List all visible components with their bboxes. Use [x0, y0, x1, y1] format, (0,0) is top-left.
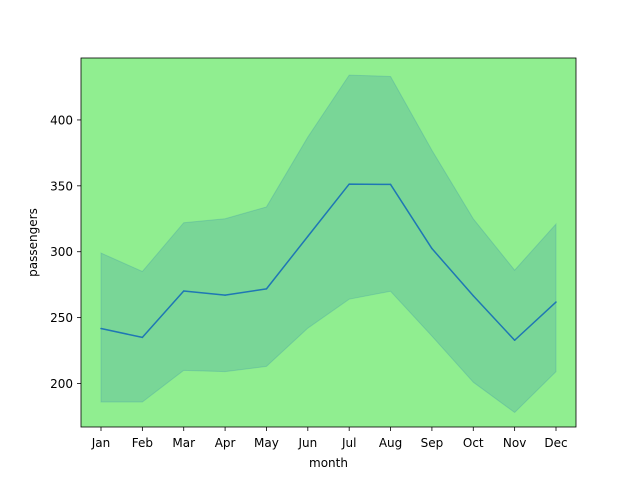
data-point	[265, 288, 268, 290]
data-point	[513, 339, 516, 341]
data-point	[389, 183, 392, 186]
confidence-band-layer	[100, 74, 557, 414]
x-tick-label: Jan	[91, 436, 111, 450]
y-tick-label: 300	[50, 245, 73, 259]
data-point	[431, 247, 433, 250]
series-line	[100, 183, 557, 341]
x-axis: Jan Feb Mar Apr May Jun Jul Aug Sep Oct Nov Dec	[91, 427, 568, 450]
x-tick-label: Feb	[132, 436, 153, 450]
y-tick-label: 350	[50, 179, 73, 193]
x-tick-label: Apr	[215, 436, 236, 450]
y-tick-label: 400	[50, 113, 73, 127]
x-tick-label: Jul	[341, 436, 356, 450]
x-tick-label: Dec	[544, 436, 567, 450]
x-tick-label: Sep	[421, 436, 444, 450]
x-axis-label: month	[309, 456, 348, 470]
data-point	[182, 290, 185, 292]
plot-frame	[80, 57, 577, 428]
data-point	[307, 235, 309, 238]
data-point	[141, 336, 144, 339]
x-tick-label: Nov	[503, 436, 526, 450]
data-point	[100, 327, 102, 330]
y-axis-label: passengers	[26, 208, 40, 277]
data-point	[555, 301, 557, 303]
y-tick-label: 200	[50, 377, 73, 391]
x-tick-label: Oct	[463, 436, 484, 450]
plot-area	[81, 58, 576, 427]
data-point	[348, 183, 350, 185]
y-axis: 200 250 300 350 400	[50, 113, 81, 391]
x-tick-label: Mar	[172, 436, 195, 450]
series-line-layer	[100, 183, 557, 341]
confidence-band	[100, 74, 557, 414]
x-tick-label: Aug	[379, 436, 402, 450]
y-tick-label: 250	[50, 311, 73, 325]
data-point	[224, 294, 226, 296]
x-tick-label: Jun	[297, 436, 317, 450]
x-tick-label: May	[254, 436, 279, 450]
data-point	[472, 295, 475, 297]
